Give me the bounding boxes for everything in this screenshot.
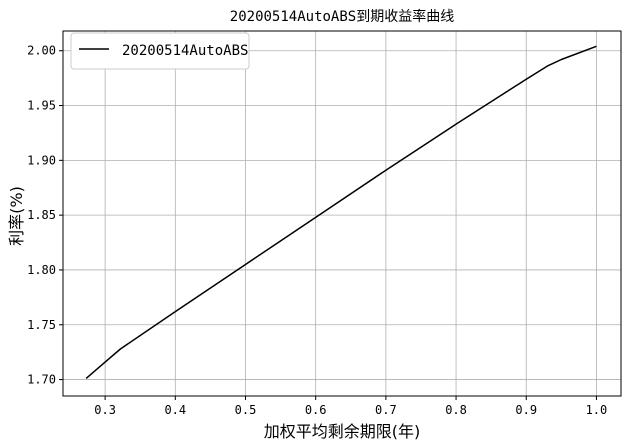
y-tick-label: 1.70 <box>27 373 56 387</box>
y-tick-label: 1.90 <box>27 153 56 167</box>
x-tick-label: 0.9 <box>515 403 537 417</box>
y-tick-label: 1.80 <box>27 263 56 277</box>
x-tick-label: 0.3 <box>94 403 116 417</box>
plot-frame <box>62 30 622 397</box>
legend-box <box>70 32 250 70</box>
x-axis: 0.3 0.4 0.5 0.6 0.7 0.8 0.9 1.0 <box>94 396 607 417</box>
y-tick-label: 1.95 <box>27 99 56 113</box>
chart-title: 20200514AutoABS到期收益率曲线 <box>230 8 454 25</box>
y-axis-label: 利率(%) <box>7 186 26 246</box>
series-line <box>85 45 597 380</box>
legend-label: 20200514AutoABS <box>122 43 248 59</box>
x-tick-label: 0.6 <box>305 403 327 417</box>
y-tick-label: 2.00 <box>27 44 56 58</box>
legend: 20200514AutoABS <box>70 32 250 70</box>
x-tick-label: 1.0 <box>586 403 608 417</box>
y-axis: 1.70 1.75 1.80 1.85 1.90 1.95 2.00 <box>27 44 63 387</box>
x-tick-label: 0.5 <box>235 403 257 417</box>
x-tick-label: 0.4 <box>164 403 186 417</box>
y-tick-label: 1.85 <box>27 208 56 222</box>
x-tick-label: 0.7 <box>375 403 397 417</box>
y-tick-label: 1.75 <box>27 318 56 332</box>
series-layer <box>85 45 597 380</box>
x-tick-label: 0.8 <box>445 403 467 417</box>
x-axis-label: 加权平均剩余期限(年) <box>264 422 421 441</box>
grid <box>63 31 621 396</box>
